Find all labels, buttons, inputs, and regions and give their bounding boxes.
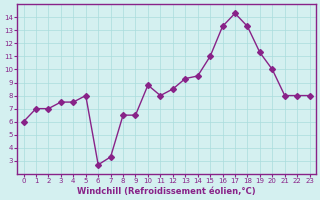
- X-axis label: Windchill (Refroidissement éolien,°C): Windchill (Refroidissement éolien,°C): [77, 187, 256, 196]
